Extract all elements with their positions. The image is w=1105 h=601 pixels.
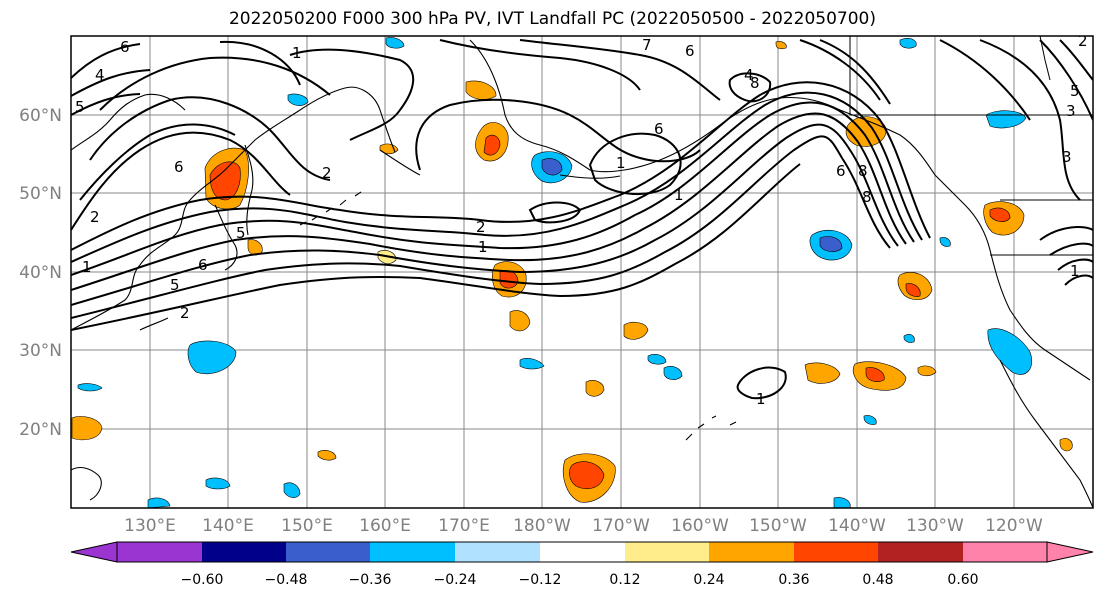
- map-frame: [70, 35, 1094, 509]
- svg-text:4: 4: [744, 66, 754, 84]
- lon-label: 160°E: [359, 516, 411, 536]
- colorbar-segment: [540, 542, 625, 562]
- svg-text:6: 6: [654, 120, 664, 138]
- svg-text:1: 1: [1070, 262, 1080, 280]
- colorbar-segment: [794, 542, 878, 562]
- latitude-axis: 60°N 50°N 40°N 30°N 20°N: [19, 106, 62, 440]
- colorbar-tick-label: 0.24: [693, 572, 724, 588]
- colorbar-tick-label: −0.48: [265, 572, 308, 588]
- colorbar-segment: [117, 542, 202, 562]
- colorbar-segment: [202, 542, 286, 562]
- svg-text:8: 8: [862, 188, 872, 206]
- colorbar-tick-label: −0.60: [181, 572, 224, 588]
- svg-text:5: 5: [75, 98, 85, 116]
- lat-label: 30°N: [19, 341, 62, 361]
- longitude-axis: 130°E 140°E 150°E 160°E 170°E 180°W 170°…: [124, 516, 1043, 536]
- lon-label: 120°W: [985, 516, 1043, 536]
- colorbar-segment: [625, 542, 709, 562]
- svg-text:8: 8: [750, 74, 760, 92]
- colorbar-extend-min: [70, 541, 118, 563]
- colorbar-tick-label: −0.36: [349, 572, 392, 588]
- colorbar: −0.60 −0.48 −0.36 −0.24 −0.12 0.12 0.24 …: [70, 541, 1094, 588]
- lon-label: 150°W: [749, 516, 807, 536]
- lat-label: 20°N: [19, 420, 62, 440]
- svg-text:6: 6: [685, 42, 695, 60]
- svg-text:2: 2: [180, 304, 190, 322]
- svg-text:5: 5: [1070, 82, 1080, 100]
- svg-text:1: 1: [478, 238, 488, 256]
- colorbar-segment: [370, 542, 455, 562]
- coastlines: [71, 39, 1093, 508]
- svg-text:1: 1: [82, 258, 92, 276]
- lon-label: 140°W: [828, 516, 886, 536]
- lon-label: 180°W: [513, 516, 571, 536]
- colorbar-tick-label: 0.60: [947, 572, 978, 588]
- svg-text:2: 2: [476, 218, 486, 236]
- lon-label: 130°W: [906, 516, 964, 536]
- lat-label: 60°N: [19, 106, 62, 126]
- lon-label: 170°W: [592, 516, 650, 536]
- svg-text:8: 8: [858, 162, 868, 180]
- colorbar-segment: [709, 542, 794, 562]
- lon-label: 140°E: [202, 516, 254, 536]
- lon-label: 150°E: [281, 516, 333, 536]
- colorbar-tick-label: −0.24: [434, 572, 477, 588]
- svg-text:6: 6: [120, 38, 130, 56]
- colorbar-segment: [963, 542, 1047, 562]
- svg-text:6: 6: [836, 162, 846, 180]
- lat-label: 50°N: [19, 184, 62, 204]
- svg-text:6: 6: [174, 158, 184, 176]
- colorbar-segment: [878, 542, 963, 562]
- svg-text:5: 5: [236, 224, 246, 242]
- political-borders: [849, 36, 1093, 256]
- svg-text:1: 1: [674, 186, 684, 204]
- svg-text:2: 2: [322, 164, 332, 182]
- svg-text:2: 2: [90, 208, 100, 226]
- colorbar-tick-label: 0.48: [862, 572, 893, 588]
- colorbar-segment: [455, 542, 540, 562]
- colorbar-tick-label: 0.12: [609, 572, 640, 588]
- svg-text:1: 1: [292, 44, 302, 62]
- ivt-shading: [71, 37, 1073, 508]
- map-title: 2022050200 F000 300 hPa PV, IVT Landfall…: [228, 9, 876, 29]
- colorbar-tick-label: 0.36: [778, 572, 809, 588]
- svg-text:2: 2: [1078, 32, 1088, 50]
- svg-text:1: 1: [756, 390, 766, 408]
- svg-text:3: 3: [1062, 148, 1072, 166]
- svg-text:6: 6: [198, 256, 208, 274]
- colorbar-extend-max: [1046, 541, 1094, 563]
- pv-contour-labels: 6 4 5 2 1 2 5 6 5 2 1 2 6 1 6 7 6 1 4 1 …: [75, 32, 1088, 408]
- lat-label: 40°N: [19, 263, 62, 283]
- colorbar-tick-label: −0.12: [519, 572, 562, 588]
- pv-contours: [71, 39, 1093, 400]
- svg-text:7: 7: [642, 36, 652, 54]
- lon-label: 130°E: [124, 516, 176, 536]
- lon-label: 160°W: [671, 516, 729, 536]
- colorbar-segment: [286, 542, 370, 562]
- svg-text:1: 1: [616, 154, 626, 172]
- svg-text:3: 3: [1066, 102, 1076, 120]
- svg-text:4: 4: [95, 66, 105, 84]
- svg-text:5: 5: [170, 276, 180, 294]
- lon-label: 170°E: [438, 516, 490, 536]
